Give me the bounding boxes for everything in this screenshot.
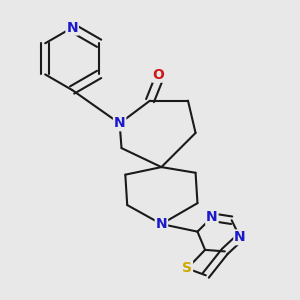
Text: N: N — [114, 116, 125, 130]
Text: O: O — [152, 68, 164, 82]
Text: N: N — [234, 230, 246, 244]
Text: N: N — [156, 217, 167, 231]
Text: N: N — [66, 21, 78, 35]
Text: N: N — [206, 210, 218, 224]
Text: S: S — [182, 262, 192, 275]
